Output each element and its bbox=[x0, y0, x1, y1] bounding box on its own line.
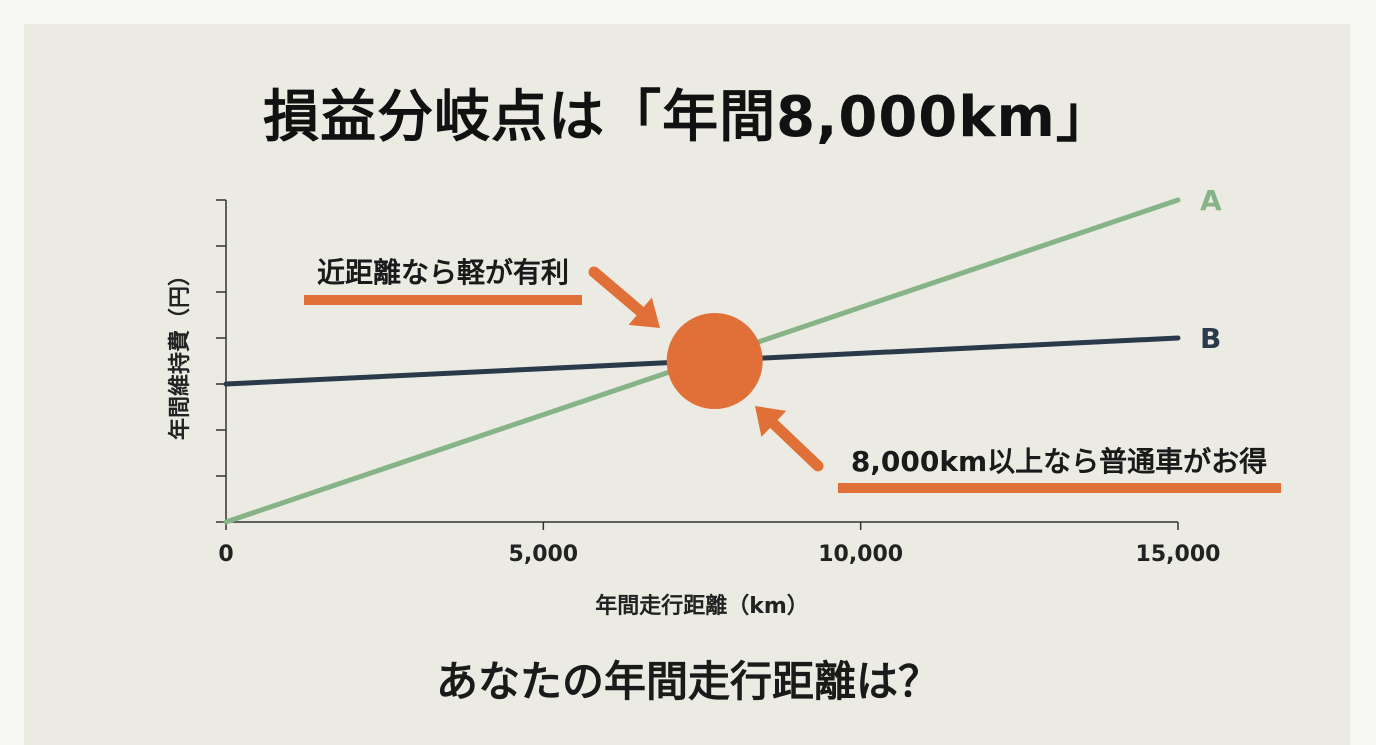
chart-title: 損益分岐点は「年間8,000km」 bbox=[263, 85, 1113, 150]
annotation-arrow-short-distance-shaft bbox=[588, 266, 646, 317]
footer-question: あなたの年間走行距離は？ bbox=[435, 657, 940, 706]
annotation-underline-long-distance bbox=[838, 483, 1281, 493]
annotation-text-short-distance: 近距離なら軽が有利 bbox=[317, 256, 569, 289]
series-label-b: B bbox=[1200, 322, 1221, 355]
annotation-arrow-long-distance-shaft bbox=[768, 418, 824, 472]
x-tick-label: 5,000 bbox=[509, 542, 579, 567]
annotation-underline-short-distance bbox=[304, 295, 582, 305]
x-axis-title: 年間走行距離（km） bbox=[595, 593, 809, 619]
x-tick-label: 15,000 bbox=[1136, 542, 1221, 567]
annotation-arrow-long-distance-head bbox=[755, 406, 787, 437]
series-label-a: A bbox=[1200, 184, 1222, 217]
annotation-text-long-distance: 8,000km以上なら普通車がお得 bbox=[851, 445, 1267, 478]
x-tick-label: 0 bbox=[218, 542, 233, 567]
breakeven-marker bbox=[666, 313, 763, 409]
x-tick-label: 10,000 bbox=[818, 542, 903, 567]
annotation-arrow-short-distance-head bbox=[628, 297, 660, 328]
y-axis-title: 年間維持費（円） bbox=[168, 263, 193, 441]
